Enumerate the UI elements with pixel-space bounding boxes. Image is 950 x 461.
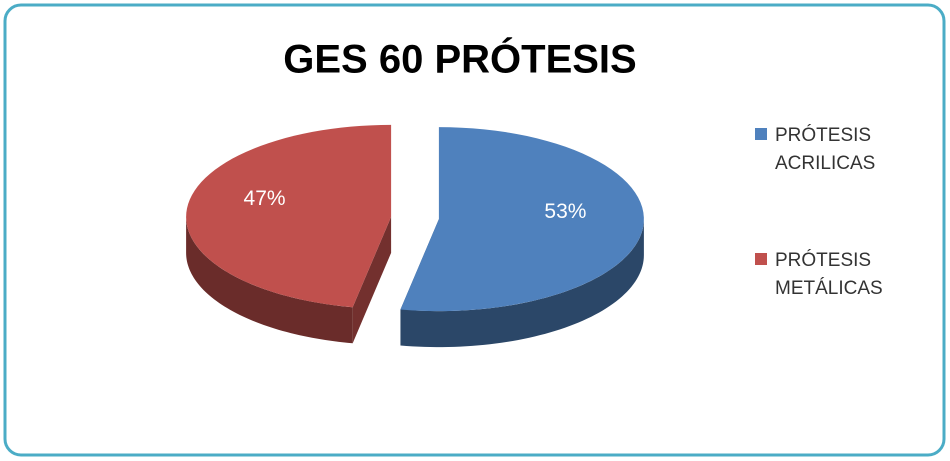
slice [400,127,644,312]
slice-wall [186,216,353,344]
slice-side [352,216,392,344]
legend-item: PRÓTESIS METÁLICAS [755,247,895,303]
chart-title: GES 60 PRÓTESIS [283,36,636,82]
legend-label: PRÓTESIS ACRILICAS [775,125,876,174]
legend-item: PRÓTESIS ACRILICAS [755,122,895,178]
data-label: 53% [544,200,586,223]
legend-label: PRÓTESIS METÁLICAS [775,250,883,299]
legend-swatch [755,128,767,140]
slice [186,124,392,308]
data-label: 47% [244,187,286,210]
slice-wall [400,219,644,348]
legend-swatch [755,253,767,265]
